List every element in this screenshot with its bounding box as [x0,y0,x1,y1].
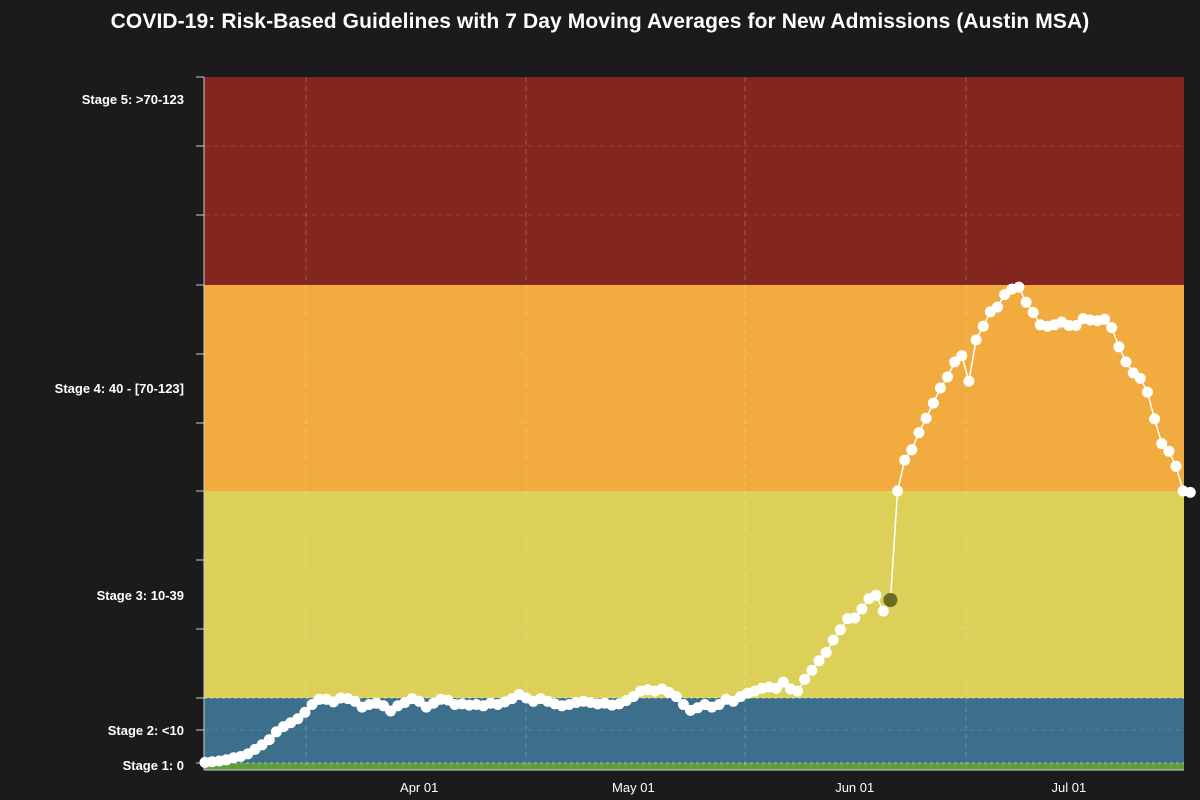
data-point [1106,322,1118,334]
data-point [1134,372,1146,384]
stage-label-3: Stage 3: 10-39 [97,588,184,603]
x-tick-label-2: Jun 01 [835,780,874,795]
data-point [1099,313,1111,325]
data-point [770,682,782,694]
x-tick-label-1: May 01 [612,780,655,795]
data-point [1149,413,1161,425]
data-point [856,603,868,615]
data-point [263,734,275,746]
data-point [949,356,961,368]
chart-title: COVID-19: Risk-Based Guidelines with 7 D… [110,10,1090,33]
stage-label-2: Stage 2: <10 [108,723,184,738]
data-point [970,334,982,346]
data-point [1013,281,1025,293]
stage-band-1 [204,763,1184,770]
data-point [1184,486,1196,498]
data-point [849,612,861,624]
data-point [1027,307,1039,318]
data-point [1170,460,1182,472]
data-point [820,647,832,658]
data-point [1070,320,1082,331]
data-point [806,664,818,676]
data-point [877,605,889,617]
data-point [920,412,932,424]
data-point [927,397,939,409]
data-point [934,382,946,394]
data-point [670,691,682,703]
data-point [870,589,882,601]
x-tick-label-0: Apr 01 [400,780,438,795]
data-point [913,427,925,439]
data-point [799,673,811,685]
data-point [942,371,953,383]
stage-label-4: Stage 4: 40 - [70-123] [55,381,184,396]
stage-label-5: Stage 5: >70-123 [82,92,184,107]
data-point [292,713,304,725]
data-point [1141,386,1153,398]
stage-band-3 [204,491,1184,698]
data-point [1020,296,1032,308]
data-point [827,634,839,646]
stage-label-1: Stage 1: 0 [123,758,184,773]
data-point [834,624,846,636]
data-point [977,320,989,332]
data-point [1163,445,1175,457]
data-point [906,444,918,456]
data-point [1113,341,1125,353]
data-point [963,375,975,387]
x-tick-label-3: Jul 01 [1052,780,1087,795]
data-point [956,350,968,362]
data-point [1120,356,1132,368]
data-point [1156,438,1168,450]
data-point [992,301,1003,313]
data-point [899,454,911,466]
stage-band-5 [204,77,1184,285]
data-point [813,655,825,667]
data-point [299,706,311,718]
data-point [792,685,804,697]
data-point [777,676,789,688]
data-point-highlight [883,593,898,607]
data-point [892,485,904,497]
stage-band-4 [204,285,1184,491]
